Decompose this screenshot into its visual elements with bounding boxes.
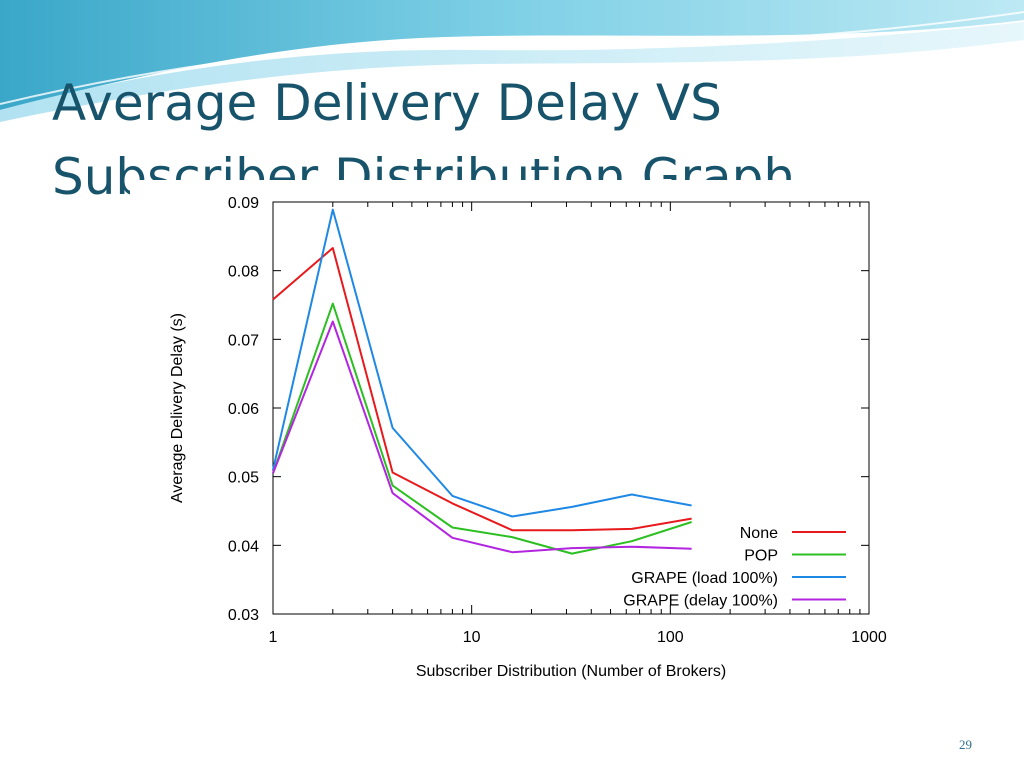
legend-label-1: None [740,525,778,542]
y-tick-label: 0.09 [228,195,259,212]
x-tick-label: 10 [463,629,481,646]
y-tick-label: 0.08 [228,264,259,281]
series-line-4 [272,320,692,554]
slide-title: Average Delivery Delay VS Subscriber Dis… [52,66,795,214]
legend-label-4: GRAPE (delay 100%) [623,593,778,610]
chart-panel [130,180,892,685]
header-wave-light [0,22,1024,122]
y-tick-label: 0.04 [228,538,259,555]
y-axis-label: Average Delivery Delay (s) [169,313,186,503]
series-line-1 [272,247,692,532]
y-tick-label: 0.06 [228,401,259,418]
x-tick-label: 100 [657,629,684,646]
delay-vs-distribution-chart: 0.03 0.04 0.05 0.06 0.07 0.08 0.09 1 10 100 1000 Su… [169,195,887,680]
y-tick-label: 0.03 [228,607,259,624]
x-tick-label: 1000 [851,629,887,646]
y-tick-label: 0.07 [228,332,259,349]
series-line-2 [272,302,692,555]
slide-title-line1: Average Delivery Delay VS [52,74,722,132]
legend-label-2: POP [744,548,778,565]
legend-label-3: GRAPE (load 100%) [631,570,778,587]
y-tick-label: 0.05 [228,470,259,487]
x-axis-label: Subscriber Distribution (Number of Broke… [416,663,726,680]
slide-number: 29 [959,737,972,752]
x-tick-label: 1 [269,629,278,646]
series-line-3 [272,208,692,518]
header-wave-dark [0,0,1024,110]
header-wave-line [0,11,1024,105]
